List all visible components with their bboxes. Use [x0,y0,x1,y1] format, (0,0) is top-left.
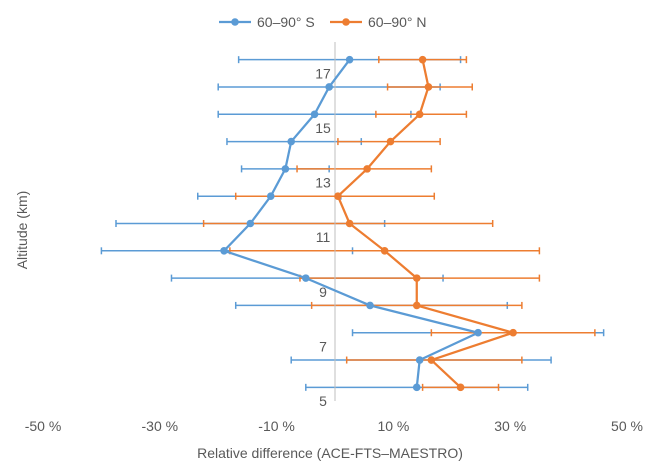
data-point-n [386,137,395,146]
data-points [220,55,517,392]
data-point-s [412,383,421,392]
legend-label: 60–90° N [368,14,427,30]
y-tick-label: 13 [315,175,331,191]
data-point-s [246,219,255,228]
data-point-n [380,247,389,255]
y-tick-label: 7 [319,338,327,354]
data-point-s [281,165,290,173]
legend-label: 60–90° S [257,14,315,30]
legend: 60–90° S 60–90° N [219,14,427,30]
data-point-s [325,83,333,91]
data-point-s [345,55,354,64]
x-tick-label: -10 % [258,418,295,434]
x-axis-label: Relative difference (ACE-FTS–MAESTRO) [197,445,463,461]
data-point-s [310,110,319,119]
data-point-s [415,356,424,364]
data-point-n [345,219,354,228]
data-point-n [427,356,436,364]
x-tick-label: -30 % [142,418,179,434]
data-point-n [334,192,342,200]
y-tick-label: 5 [319,393,327,409]
x-tick-label: -50 % [25,418,62,434]
data-point-n [412,274,421,282]
y-tick-label: 11 [316,229,331,245]
data-point-n [424,83,433,91]
data-point-n [509,328,517,337]
y-axis-label: Altitude (km) [14,191,30,270]
x-tick-label: 10 % [377,418,409,434]
data-point-n [363,165,371,173]
data-point-s [266,192,275,200]
data-point-s [474,328,482,337]
x-tick-label: 30 % [494,418,526,434]
legend-item-s: 60–90° S [219,14,315,30]
data-point-n [418,55,427,64]
data-point-s [366,301,374,310]
legend-item-n: 60–90° N [330,14,427,30]
data-point-n [415,110,424,119]
axes: -50 % -30 % -10 % 10 % 30 % 50 % 5 7 9 11 13 15 17 [25,42,643,434]
y-tick-label: 9 [319,284,327,300]
data-point-s [220,247,228,255]
data-point-s [302,274,310,282]
data-point-s [287,137,296,146]
y-tick-label: 17 [315,65,331,81]
x-tick-label: 50 % [611,418,643,434]
data-point-n [456,383,465,392]
data-point-n [412,301,421,310]
y-tick-label: 15 [315,120,331,136]
